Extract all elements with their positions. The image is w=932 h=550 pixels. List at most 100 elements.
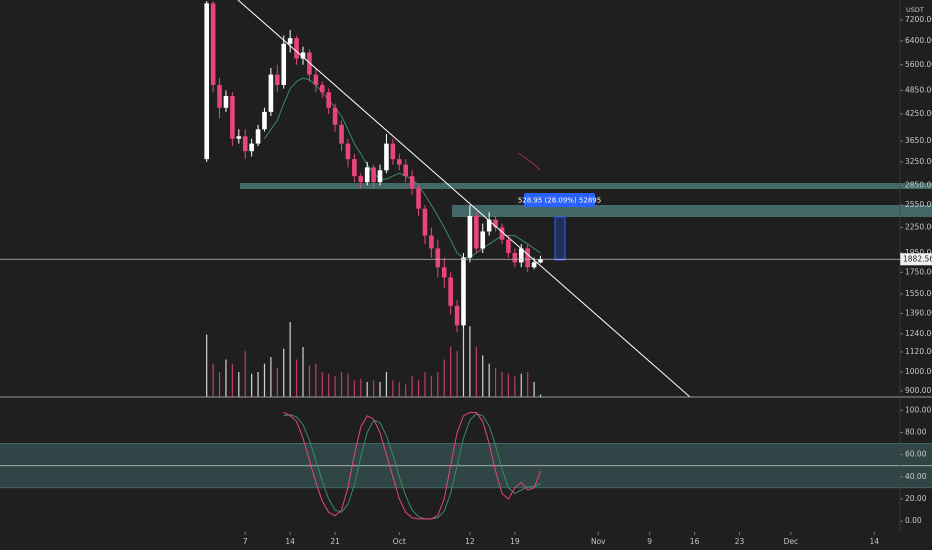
- measure-label-box: [524, 193, 595, 207]
- candle-body: [268, 74, 274, 112]
- candle-body: [499, 227, 505, 240]
- volume-bar: [244, 351, 246, 397]
- volume-bar: [437, 372, 439, 397]
- volume-bar: [398, 382, 400, 397]
- y-tick-label: 4250.00: [905, 109, 932, 118]
- y-tick-label: 4850.00: [905, 85, 932, 94]
- candle-body: [345, 143, 351, 160]
- volume-bar: [238, 372, 240, 397]
- support-zone: [240, 183, 932, 189]
- candle-body: [300, 52, 306, 59]
- candle-body: [204, 3, 210, 160]
- candle-body: [236, 136, 242, 139]
- volume-bar: [373, 380, 375, 397]
- candle-body: [339, 124, 344, 144]
- y-tick-label: 3650.00: [905, 136, 932, 145]
- candle-body: [377, 170, 383, 183]
- candle-body: [538, 259, 543, 263]
- x-tick-label: 23: [735, 537, 745, 546]
- candle-body: [319, 84, 325, 93]
- y-tick-label: 0.00: [905, 516, 922, 525]
- candle-body: [217, 84, 222, 108]
- x-tick-label: 14: [285, 537, 295, 546]
- candle-body: [230, 96, 235, 139]
- candle-body: [416, 188, 421, 209]
- candle-body: [281, 43, 287, 85]
- volume-bar: [507, 373, 510, 397]
- oscillator-pane: [0, 412, 932, 520]
- y-tick-label: 7200.00: [905, 15, 932, 24]
- volume-bar: [392, 380, 394, 397]
- volume-bar: [315, 363, 317, 397]
- volume-bar: [347, 373, 349, 397]
- price-label-box: [900, 253, 932, 266]
- candle-body: [448, 277, 453, 306]
- brush-stroke: [517, 152, 541, 171]
- currency-label: USDT: [906, 6, 924, 14]
- volume-bar: [366, 382, 368, 397]
- volume-bar: [533, 382, 535, 397]
- candle-body: [396, 159, 402, 165]
- x-tick-label: Nov: [591, 537, 606, 546]
- candle-body: [390, 143, 396, 160]
- candle-body: [512, 252, 518, 263]
- candle-body: [287, 38, 293, 44]
- candle-body: [531, 262, 537, 268]
- candle-body: [255, 129, 261, 144]
- volume-bar: [340, 372, 343, 397]
- candle-body: [518, 248, 524, 263]
- y-tick-label: 3250.00: [905, 157, 932, 166]
- volume-bar: [353, 380, 355, 397]
- x-tick-label: 12: [465, 537, 475, 546]
- x-tick-label: 14: [870, 537, 880, 546]
- volume-bar: [462, 322, 465, 397]
- candle-body: [262, 111, 267, 130]
- volume-bar: [231, 363, 233, 397]
- candle-body: [474, 215, 479, 249]
- trend-line: [237, 0, 691, 398]
- volume-bar: [283, 348, 285, 397]
- volume-bar: [430, 376, 432, 397]
- volume-bar: [257, 372, 259, 397]
- volume-bar: [334, 376, 336, 397]
- candle-body: [210, 3, 216, 85]
- oscillator-line: [283, 413, 541, 520]
- candle-body: [326, 92, 331, 108]
- y-tick-label: 5600.00: [905, 60, 932, 69]
- candle-body: [275, 74, 280, 85]
- candle-body: [506, 239, 511, 253]
- candle-body: [242, 136, 248, 152]
- measure-label: 528.95 (28.09%) 52895: [518, 197, 601, 205]
- y-tick-label: 40.00: [905, 472, 927, 481]
- volume-bar: [539, 394, 542, 397]
- volume-bar: [270, 357, 272, 397]
- candle-body: [429, 235, 434, 249]
- candle-body: [352, 159, 357, 177]
- volume-bar: [302, 347, 304, 397]
- y-tick-label: 1390.00: [905, 308, 932, 317]
- x-tick-label: 19: [510, 537, 520, 546]
- volume-bar: [328, 373, 330, 397]
- y-tick-label: 1240.00: [905, 329, 932, 338]
- candle-body: [480, 231, 486, 249]
- candle-body: [384, 143, 389, 171]
- volume-bar: [206, 334, 208, 397]
- y-tick-label: 1550.00: [905, 289, 932, 298]
- volume-bar: [469, 326, 471, 397]
- volume-bar: [321, 372, 323, 397]
- candle-body: [223, 96, 229, 108]
- y-tick-label: 2250.00: [905, 222, 932, 231]
- y-tick-label: 60.00: [905, 450, 927, 459]
- candle-body: [493, 219, 498, 228]
- volume-bar: [443, 359, 445, 397]
- x-tick-label: 7: [243, 537, 248, 546]
- y-tick-label: 1750.00: [905, 267, 932, 276]
- candle-body: [249, 143, 254, 152]
- x-tick-label: 9: [647, 537, 652, 546]
- x-tick-label: Dec: [784, 537, 799, 546]
- candle-body: [313, 74, 319, 85]
- candle-body: [435, 248, 441, 268]
- volume-bar: [411, 376, 413, 397]
- volume-bar: [520, 373, 522, 397]
